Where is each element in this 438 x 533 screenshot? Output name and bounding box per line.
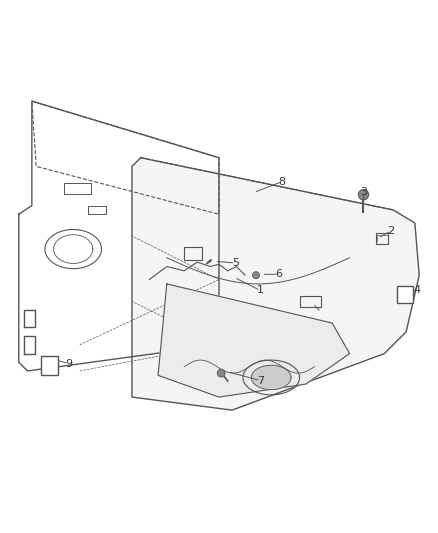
Text: 3: 3 [360, 187, 367, 197]
Text: 7: 7 [257, 376, 264, 385]
Circle shape [217, 369, 225, 377]
Text: 1: 1 [257, 286, 264, 295]
Text: 6: 6 [276, 269, 283, 279]
Text: 9: 9 [65, 359, 72, 368]
Polygon shape [397, 286, 413, 303]
Polygon shape [41, 356, 58, 375]
Circle shape [253, 272, 259, 279]
Text: 4: 4 [413, 286, 420, 295]
Text: 8: 8 [279, 176, 286, 187]
Text: 5: 5 [232, 258, 239, 268]
Text: 2: 2 [387, 226, 395, 236]
Polygon shape [251, 365, 291, 390]
Circle shape [358, 189, 369, 200]
Polygon shape [132, 158, 419, 410]
Polygon shape [158, 284, 350, 397]
